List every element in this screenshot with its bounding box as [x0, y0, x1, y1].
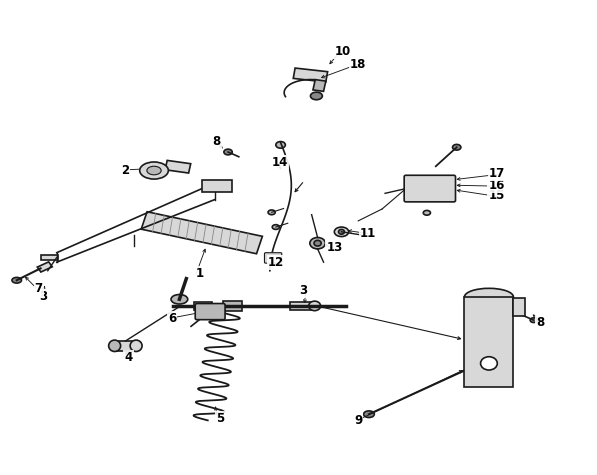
Bar: [464, 297, 513, 387]
Ellipse shape: [364, 411, 374, 418]
Ellipse shape: [309, 301, 321, 311]
Ellipse shape: [338, 229, 344, 234]
Text: 1: 1: [196, 266, 204, 280]
Ellipse shape: [140, 162, 168, 179]
Text: 12: 12: [267, 256, 284, 269]
Bar: [293, 68, 328, 82]
FancyBboxPatch shape: [264, 253, 282, 263]
Polygon shape: [202, 180, 232, 191]
FancyBboxPatch shape: [195, 304, 225, 320]
Ellipse shape: [453, 144, 461, 150]
Text: 3: 3: [299, 284, 307, 297]
Ellipse shape: [429, 184, 443, 193]
Ellipse shape: [272, 225, 279, 229]
Bar: [141, 212, 263, 254]
Ellipse shape: [12, 277, 21, 283]
Bar: [115, 341, 136, 351]
Bar: [37, 262, 53, 272]
Ellipse shape: [109, 340, 121, 352]
Circle shape: [481, 357, 497, 370]
Ellipse shape: [334, 227, 349, 237]
Text: 17: 17: [488, 167, 505, 180]
Ellipse shape: [314, 240, 321, 246]
Text: 2: 2: [121, 164, 130, 178]
Bar: [165, 161, 190, 173]
Text: 9: 9: [354, 414, 362, 427]
Bar: [41, 255, 58, 260]
Ellipse shape: [224, 149, 232, 155]
Text: 16: 16: [488, 179, 505, 192]
Text: 6: 6: [168, 312, 176, 325]
Text: 15: 15: [488, 189, 505, 202]
Ellipse shape: [276, 142, 285, 148]
Ellipse shape: [147, 166, 161, 175]
Ellipse shape: [530, 318, 537, 323]
Ellipse shape: [265, 254, 272, 259]
Ellipse shape: [423, 210, 430, 215]
Ellipse shape: [412, 184, 426, 193]
Bar: [513, 298, 525, 316]
Text: 11: 11: [359, 227, 376, 240]
Bar: [223, 301, 242, 311]
Ellipse shape: [171, 294, 187, 304]
Text: 18: 18: [350, 57, 367, 71]
Text: 8: 8: [213, 135, 221, 148]
Text: 4: 4: [124, 351, 133, 364]
FancyBboxPatch shape: [404, 175, 456, 202]
Text: 5: 5: [216, 412, 224, 426]
Text: 8: 8: [536, 315, 544, 329]
Text: 7: 7: [35, 282, 43, 295]
Ellipse shape: [464, 288, 513, 305]
Ellipse shape: [310, 92, 322, 100]
Ellipse shape: [130, 340, 142, 352]
Bar: [290, 302, 313, 310]
Text: 14: 14: [271, 156, 288, 169]
Bar: [194, 302, 212, 310]
Bar: [313, 80, 326, 91]
Ellipse shape: [416, 186, 423, 191]
Text: 13: 13: [326, 241, 343, 255]
Ellipse shape: [310, 238, 325, 249]
Text: 10: 10: [334, 45, 351, 58]
Text: 3: 3: [39, 290, 47, 304]
Ellipse shape: [268, 210, 275, 215]
